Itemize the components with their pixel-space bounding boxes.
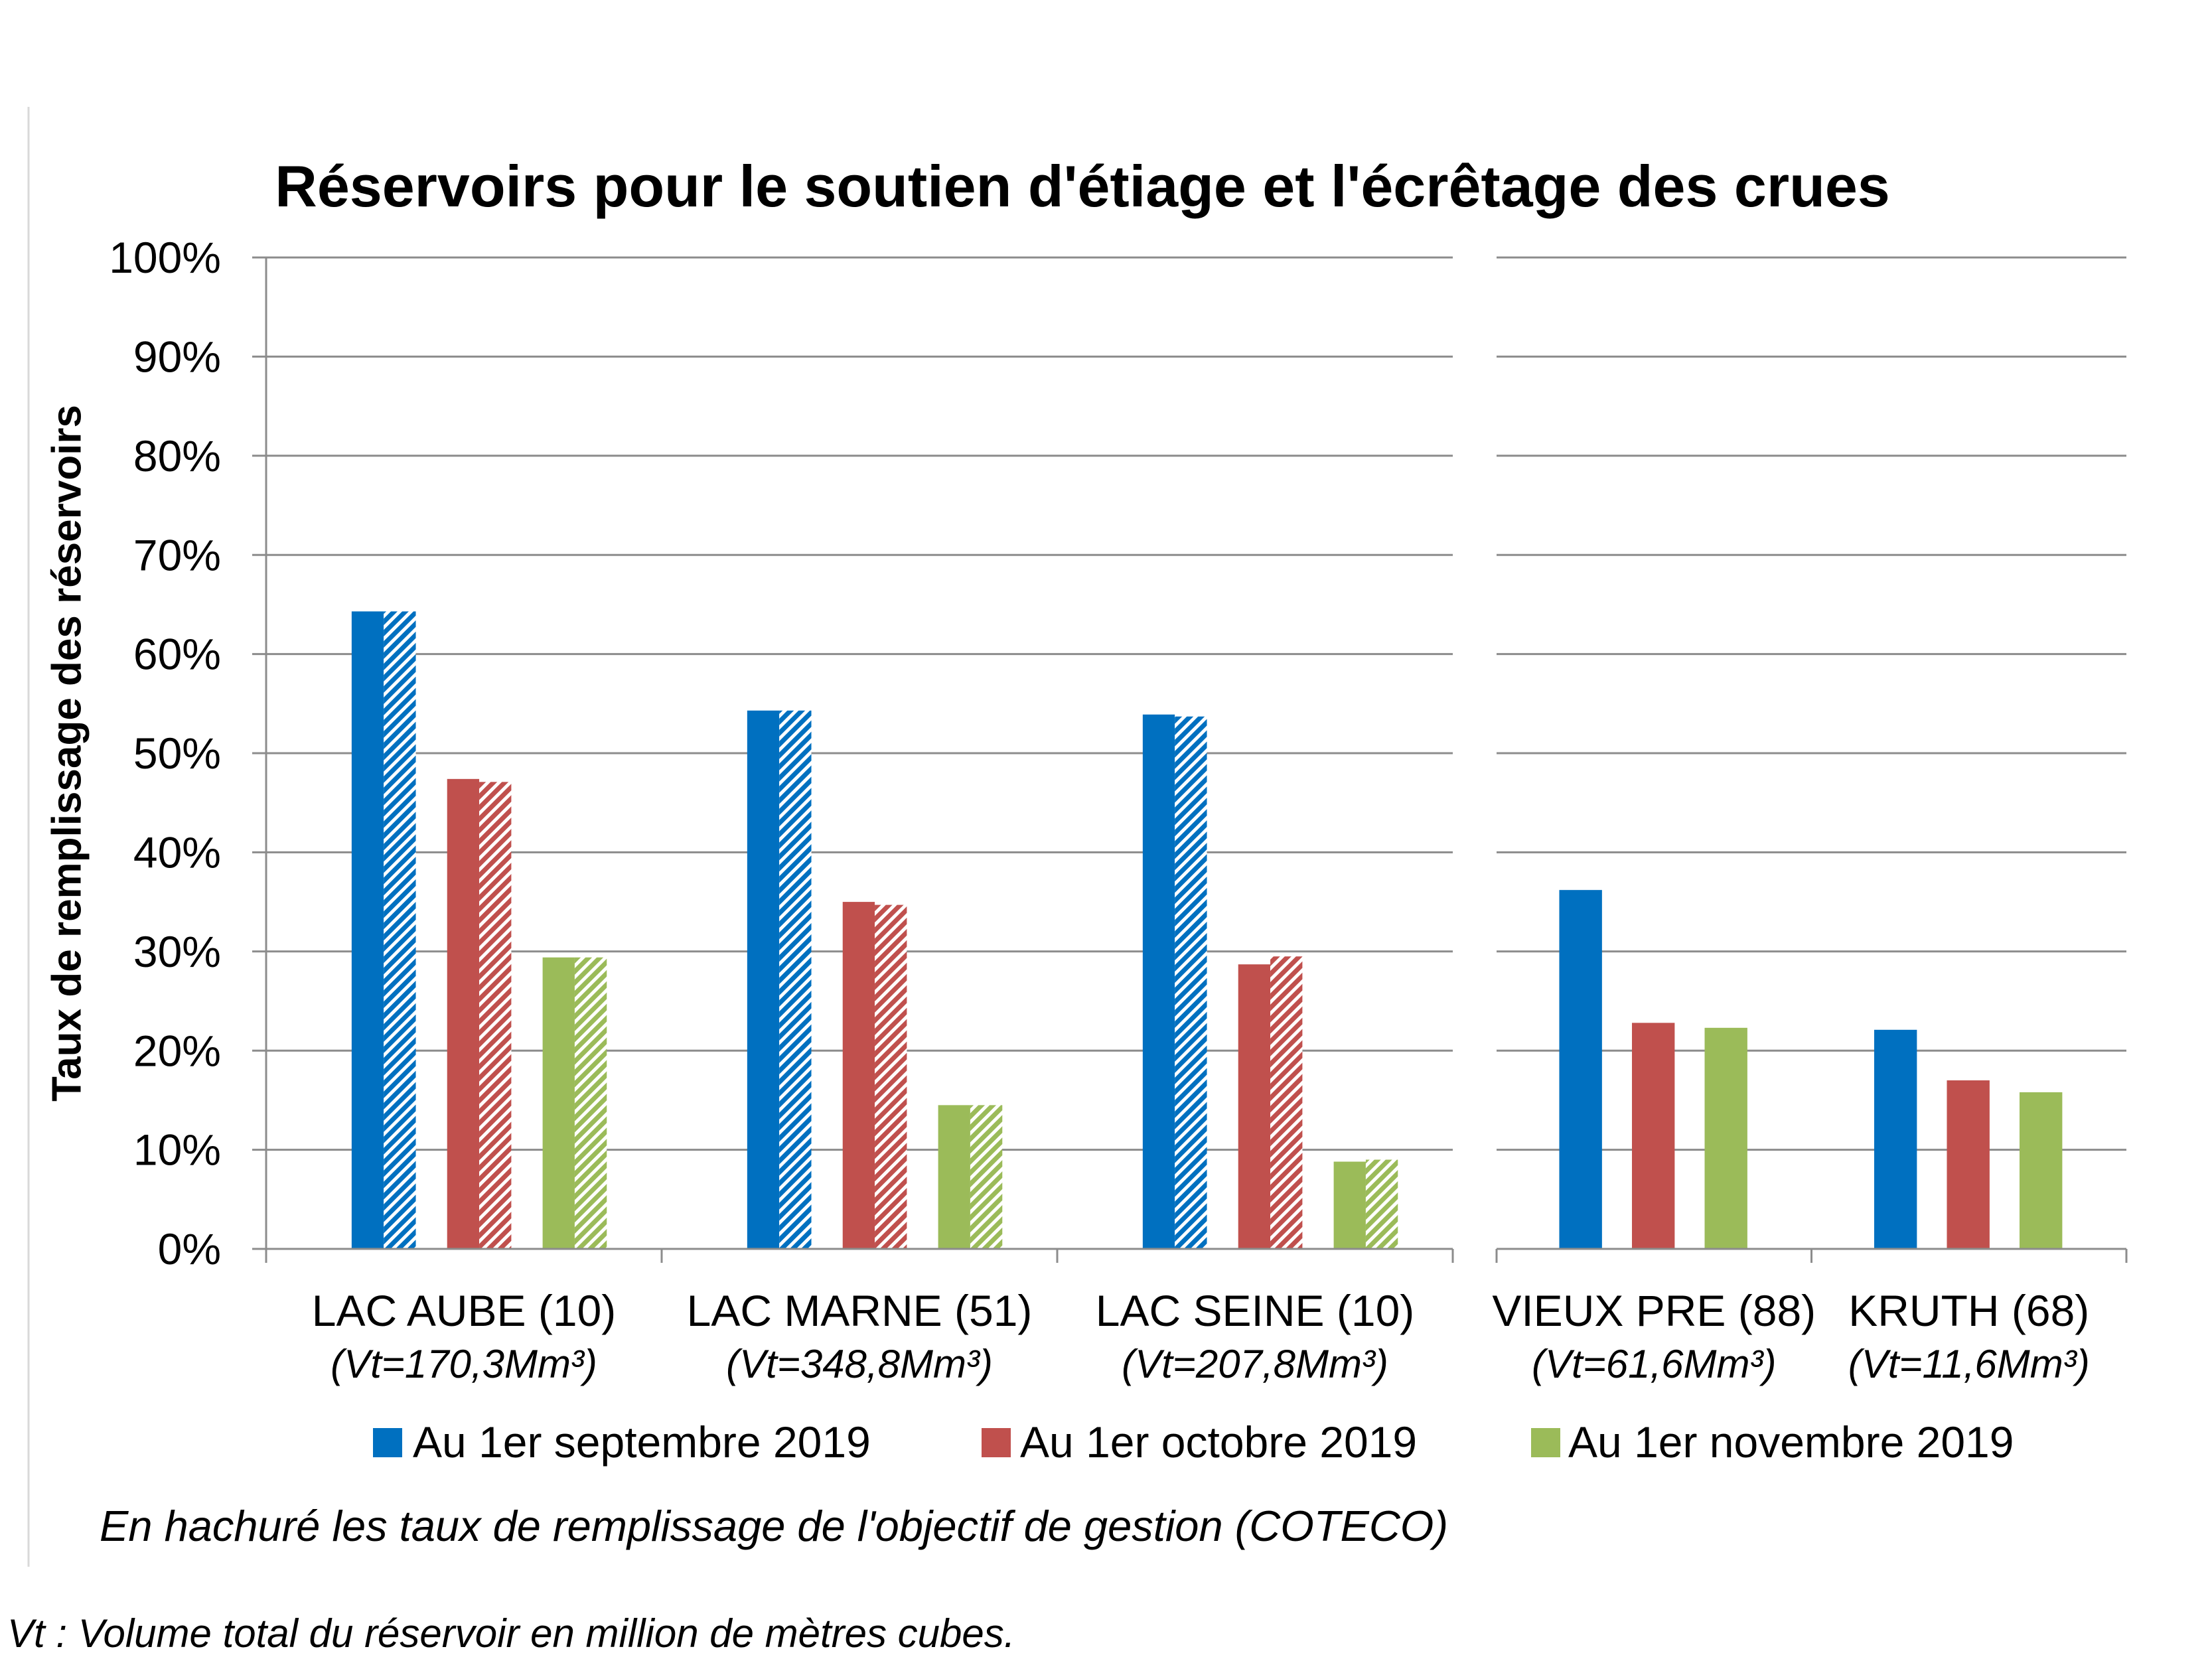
legend-label: Au 1er novembre 2019	[1568, 1417, 2014, 1467]
y-tick-label: 50%	[133, 729, 221, 778]
legend: Au 1er septembre 2019 Au 1er octobre 201…	[373, 1417, 2014, 1467]
bars	[351, 611, 2063, 1249]
objective-bar-lac-marne-51-au-1er-novembre-2019	[970, 1105, 1003, 1249]
legend-item-novembre: Au 1er novembre 2019	[1531, 1417, 2014, 1467]
legend-item-septembre: Au 1er septembre 2019	[373, 1417, 871, 1467]
y-tick-label: 70%	[133, 530, 221, 579]
bar-lac-seine-10-au-1er-novembre-2019	[1333, 1161, 1366, 1249]
axis-labels: 0% 10% 20% 30% 40% 50% 60% 70% 80% 90% 100% LAC AUB…	[109, 233, 2090, 1386]
category-volume-label: (Vt=61,6Mm³)	[1532, 1342, 1776, 1386]
y-tick-label: 60%	[133, 630, 221, 679]
bar-kruth-68-au-1er-septembre-2019	[1874, 1029, 1917, 1249]
legend-label: Au 1er septembre 2019	[413, 1417, 871, 1467]
category-volume-label: (Vt=207,8Mm³)	[1122, 1342, 1388, 1386]
category-label: LAC AUBE (10)	[312, 1286, 617, 1335]
legend-swatch	[1531, 1428, 1560, 1457]
axes	[252, 256, 2128, 1263]
category-label: LAC SEINE (10)	[1096, 1286, 1415, 1335]
y-axis-title: Taux de remplissage des réservoirs	[44, 405, 90, 1102]
bar-vieux-pre-88-au-1er-septembre-2019	[1559, 890, 1602, 1249]
category-label: VIEUX PRE (88)	[1492, 1286, 1816, 1335]
bar-lac-marne-51-au-1er-octobre-2019	[842, 902, 875, 1249]
bar-kruth-68-au-1er-novembre-2019	[2020, 1092, 2063, 1249]
hatch-note: En hachuré les taux de remplissage de l'…	[100, 1502, 1448, 1550]
y-tick-label: 0%	[158, 1224, 221, 1273]
bar-lac-marne-51-au-1er-septembre-2019	[747, 710, 780, 1249]
bar-vieux-pre-88-au-1er-octobre-2019	[1631, 1023, 1675, 1249]
category-label: KRUTH (68)	[1848, 1286, 2089, 1335]
objective-bar-lac-seine-10-au-1er-octobre-2019	[1270, 956, 1303, 1249]
legend-swatch	[982, 1428, 1011, 1457]
y-tick-label: 80%	[133, 431, 221, 480]
y-tick-label: 40%	[133, 828, 221, 877]
objective-bar-lac-marne-51-au-1er-octobre-2019	[875, 904, 907, 1249]
bar-lac-aube-10-au-1er-septembre-2019	[351, 611, 384, 1249]
bar-lac-aube-10-au-1er-novembre-2019	[542, 957, 575, 1249]
y-tick-label: 100%	[109, 233, 221, 282]
category-volume-label: (Vt=11,6Mm³)	[1848, 1342, 2090, 1386]
bar-kruth-68-au-1er-octobre-2019	[1947, 1080, 1990, 1249]
objective-bar-lac-seine-10-au-1er-septembre-2019	[1175, 716, 1207, 1249]
category-volume-label: (Vt=170,3Mm³)	[331, 1342, 597, 1386]
objective-bar-lac-aube-10-au-1er-novembre-2019	[574, 957, 607, 1249]
legend-swatch	[373, 1428, 402, 1457]
y-tick-label: 90%	[133, 332, 221, 382]
category-volume-label: (Vt=348,8Mm³)	[726, 1342, 993, 1386]
chart-title: Réservoirs pour le soutien d'étiage et l…	[275, 153, 1889, 219]
bar-lac-seine-10-au-1er-octobre-2019	[1238, 964, 1271, 1249]
legend-label: Au 1er octobre 2019	[1020, 1417, 1417, 1467]
objective-bar-lac-marne-51-au-1er-septembre-2019	[779, 710, 812, 1249]
objective-bar-lac-aube-10-au-1er-octobre-2019	[479, 782, 512, 1249]
y-tick-label: 20%	[133, 1026, 221, 1075]
y-tick-label: 30%	[133, 927, 221, 976]
volume-footnote: Vt : Volume total du réservoir en millio…	[7, 1611, 1015, 1656]
y-tick-label: 10%	[133, 1125, 221, 1175]
category-label: LAC MARNE (51)	[687, 1286, 1033, 1335]
bar-vieux-pre-88-au-1er-novembre-2019	[1704, 1027, 1747, 1249]
bar-lac-aube-10-au-1er-octobre-2019	[447, 778, 480, 1249]
legend-item-octobre: Au 1er octobre 2019	[982, 1417, 1417, 1467]
bar-lac-marne-51-au-1er-novembre-2019	[938, 1105, 970, 1249]
bar-lac-seine-10-au-1er-septembre-2019	[1142, 714, 1175, 1249]
objective-bar-lac-aube-10-au-1er-septembre-2019	[384, 611, 416, 1249]
objective-bar-lac-seine-10-au-1er-novembre-2019	[1365, 1159, 1398, 1249]
